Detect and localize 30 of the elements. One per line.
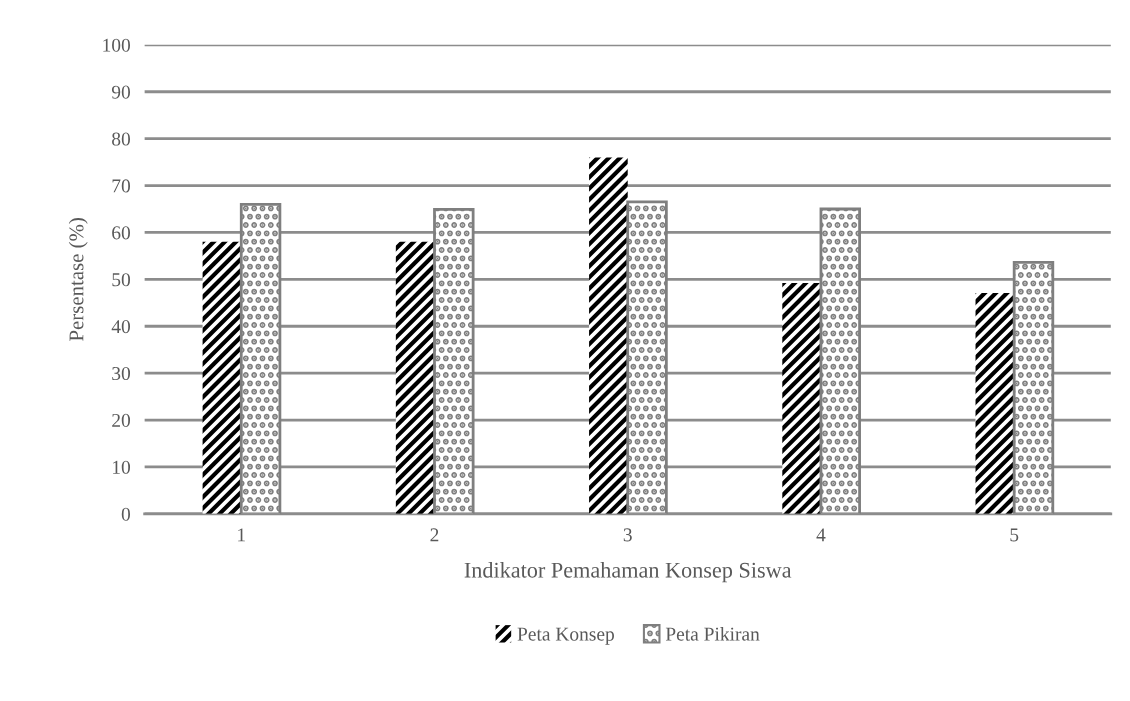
y-tick-label: 60 (112, 226, 131, 240)
bar (395, 241, 435, 514)
y-tick-label: 50 (112, 273, 131, 287)
y-tick-label: 0 (121, 507, 131, 521)
x-tick-label: 3 (623, 528, 632, 542)
y-tick-label: 10 (113, 460, 131, 474)
y-tick-label: 90 (111, 85, 131, 99)
legend-label: Peta Pikiran (665, 627, 760, 641)
bar (819, 207, 861, 514)
y-tick-label: 100 (103, 38, 131, 52)
bar (202, 241, 242, 514)
y-axis-title: Persentase (%) (68, 218, 88, 341)
bar (239, 202, 282, 514)
y-tick-label: 30 (112, 366, 131, 381)
bar (589, 157, 628, 514)
x-axis-title: Indikator Pemahaman Konsep Siswa (464, 562, 792, 583)
x-tick-label: 5 (1010, 528, 1019, 542)
x-tick-label: 1 (238, 528, 245, 542)
x-tick-label: 4 (816, 528, 826, 542)
y-tick-label: 20 (112, 413, 131, 427)
bar (433, 208, 475, 514)
y-tick-label: 70 (112, 179, 131, 193)
x-tick-label: 2 (430, 528, 439, 542)
bar (626, 200, 668, 514)
y-tick-label: 80 (112, 132, 131, 146)
bar (975, 292, 1015, 514)
bar (1012, 261, 1055, 514)
y-tick-label: 40 (111, 320, 131, 334)
legend-label: Peta Konsep (517, 627, 614, 645)
bar (782, 283, 821, 514)
